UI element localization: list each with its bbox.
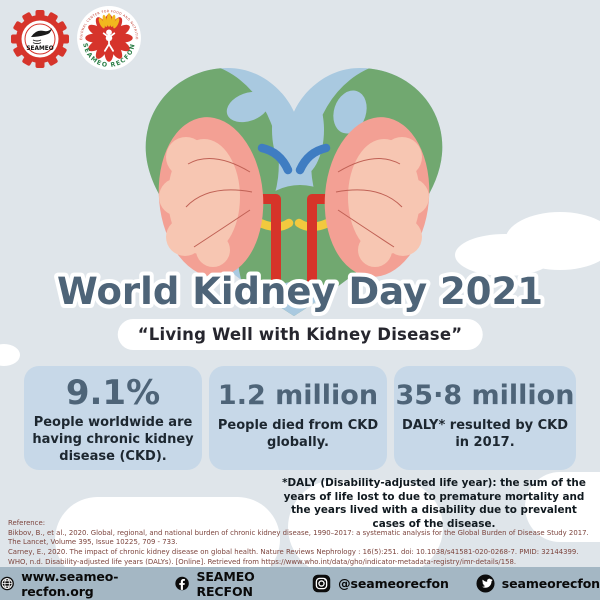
theme-subtitle: “Living Well with Kidney Disease”: [117, 319, 483, 350]
facebook-label: SEAMEO RECFON: [196, 568, 255, 599]
crown-icon: [98, 13, 120, 29]
daly-footnote: *DALY (Disability-adjusted life year): t…: [282, 477, 586, 531]
kidney-earth-illustration: [145, 68, 443, 316]
stat-description: People worldwide are having chronic kidn…: [32, 415, 194, 464]
instagram-item: @seameorecfon: [312, 574, 449, 593]
stat-value: 1.2 million: [217, 380, 379, 411]
stat-value: 9.1%: [65, 373, 161, 413]
twitter-label: seameorecfon: [501, 576, 600, 591]
globe-icon: [0, 576, 14, 591]
reference-line: Carney, E., 2020. The impact of chronic …: [8, 547, 579, 556]
cloud: [505, 212, 600, 270]
stat-card-ckd-prevalence: 9.1% People worldwide are having chronic…: [24, 366, 202, 470]
seameo-wordmark: SEAMEO: [26, 46, 53, 52]
left-vein: [257, 143, 293, 175]
page-title: World Kidney Day 2021: [57, 270, 543, 313]
reference-line: Bikbov, B., et al., 2020. Global, region…: [8, 528, 589, 547]
stat-value: 35·8 million: [395, 380, 575, 411]
reference-line: WHO, n.d. Disability-adjusted life years…: [8, 557, 517, 566]
cloud: [0, 344, 20, 366]
kidney-lines: [185, 158, 253, 248]
website-item: www.seameo-recfon.org: [0, 569, 148, 599]
website-label: www.seameo-recfon.org: [21, 568, 119, 599]
reference-heading: Reference:: [8, 519, 46, 527]
reference-section: Reference: Bikbov, B., et al., 2020. Glo…: [8, 519, 596, 567]
stat-card-daly: 35·8 million DALY* resulted by CKD in 20…: [394, 366, 576, 470]
facebook-item: SEAMEO RECFON: [175, 569, 285, 599]
instagram-icon: [312, 574, 331, 593]
footer-bar: www.seameo-recfon.org SEAMEO RECFON @sea…: [0, 567, 600, 600]
person-icon: [102, 29, 116, 52]
instagram-label: @seameorecfon: [338, 576, 449, 591]
twitter-item: seameorecfon: [476, 574, 600, 593]
right-kidney: [324, 117, 430, 277]
seameo-recfon-logo: REGIONAL CENTER FOR FOOD AND NUTRITION S…: [76, 5, 141, 70]
left-kidney: [158, 117, 264, 277]
cloud: [288, 480, 443, 575]
gear-ring: [24, 23, 56, 55]
stat-description: People died from CKD globally.: [217, 418, 379, 450]
stats-row: 9.1% People worldwide are having chronic…: [0, 366, 600, 472]
facebook-icon: [175, 576, 190, 591]
right-vein: [295, 143, 331, 175]
seameo-bird-icon: [31, 28, 52, 45]
seameo-logo: SEAMEO: [11, 10, 69, 68]
stat-description: DALY* resulted by CKD in 2017.: [401, 418, 569, 450]
gear-center: [21, 20, 59, 58]
twitter-icon: [476, 574, 495, 593]
kidney-lines: [335, 158, 403, 248]
title-banner: World Kidney Day 2021: [53, 266, 547, 317]
cloud: [525, 472, 600, 542]
stat-card-ckd-deaths: 1.2 million People died from CKD globall…: [209, 366, 387, 470]
